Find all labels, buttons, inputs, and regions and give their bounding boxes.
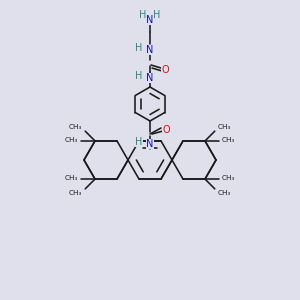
Text: N: N [146, 15, 154, 25]
Text: H: H [135, 137, 143, 147]
Text: O: O [162, 125, 170, 135]
Text: H: H [139, 10, 147, 20]
Text: CH₃: CH₃ [69, 124, 82, 130]
Text: CH₃: CH₃ [218, 190, 231, 196]
Text: CH₃: CH₃ [64, 175, 78, 181]
Text: N: N [146, 139, 154, 149]
Text: N: N [146, 73, 154, 83]
Text: O: O [161, 65, 169, 75]
Text: H: H [135, 43, 143, 53]
Text: N: N [146, 45, 154, 55]
Text: CH₃: CH₃ [218, 124, 231, 130]
Text: CH₃: CH₃ [64, 137, 78, 143]
Text: CH₃: CH₃ [222, 137, 236, 143]
Text: H: H [153, 10, 161, 20]
Text: H: H [135, 71, 143, 81]
Text: CH₃: CH₃ [222, 175, 236, 181]
Text: CH₃: CH₃ [69, 190, 82, 196]
